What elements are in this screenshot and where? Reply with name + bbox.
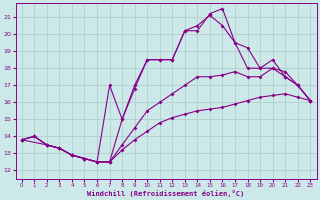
X-axis label: Windchill (Refroidissement éolien,°C): Windchill (Refroidissement éolien,°C)	[87, 190, 245, 197]
